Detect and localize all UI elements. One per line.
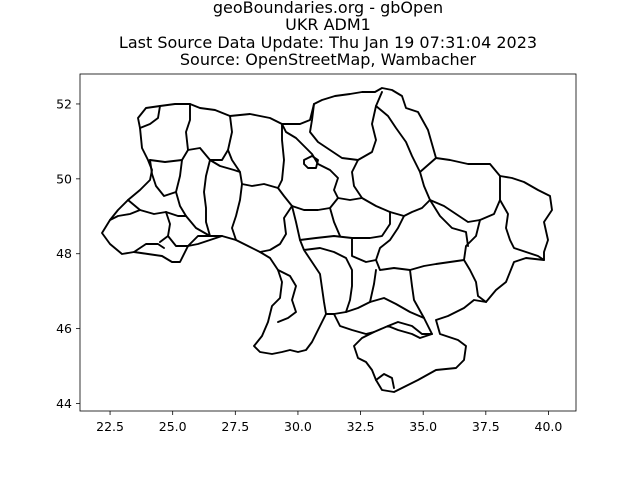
title-block: geoBoundaries.org - gbOpen UKR ADM1 Last… (119, 0, 537, 69)
x-tick-label: 22.5 (96, 419, 124, 434)
region-vinnytsia (231, 183, 293, 253)
title-line-source-site: geoBoundaries.org - gbOpen (213, 0, 443, 17)
title-line-data-source: Source: OpenStreetMap, Wambacher (180, 50, 477, 69)
region-chernivtsi (187, 235, 223, 247)
axes-frame (79, 73, 577, 412)
region-kyiv (277, 123, 339, 211)
region-lviv (127, 159, 177, 243)
y-tick-label: 48 (56, 246, 72, 261)
x-tick-label: 32.5 (347, 419, 375, 434)
x-tick-label: 27.5 (221, 419, 249, 434)
region-rivne (187, 115, 233, 161)
region-kharkiv (429, 175, 501, 223)
region-zhytomyr (227, 123, 285, 189)
region-sumy (375, 105, 437, 173)
region-kirovohrad (291, 205, 391, 263)
region-zakarpattia (109, 209, 165, 253)
region-crimea (387, 321, 433, 335)
region-ivano-frankivsk (165, 211, 189, 247)
x-tick-label: 30.0 (284, 419, 312, 434)
region-kherson (333, 269, 377, 335)
region-kyiv-city (303, 155, 319, 169)
region-dnipro (375, 199, 469, 271)
title-line-country-level: UKR ADM1 (285, 15, 371, 34)
title-line-update-date: Last Source Data Update: Thu Jan 19 07:3… (119, 33, 537, 52)
region-ternopil (175, 159, 211, 237)
region-poltava (351, 159, 431, 217)
region-mykolaiv (299, 239, 353, 315)
region-cherkasy (329, 197, 363, 237)
region-luhansk (499, 199, 545, 261)
region-donetsk (463, 219, 487, 303)
adm1-regions (101, 87, 553, 393)
y-axis: 44 46 48 50 52 (56, 96, 80, 411)
y-tick-label: 46 (56, 321, 72, 336)
x-tick-label: 37.5 (472, 419, 500, 434)
region-khmelnytskyi (203, 159, 241, 237)
region-sevastopol (375, 373, 395, 389)
y-tick-label: 44 (56, 396, 72, 411)
y-tick-label: 52 (56, 96, 72, 111)
region-volyn (139, 103, 191, 163)
region-odesa (277, 269, 297, 323)
region-chernihiv (309, 91, 383, 161)
x-tick-label: 35.0 (409, 419, 437, 434)
x-tick-label: 25.0 (159, 419, 187, 434)
region-zaporizhzhia (409, 269, 425, 319)
x-tick-label: 40.0 (535, 419, 563, 434)
y-tick-label: 50 (56, 171, 72, 186)
country-outline (101, 87, 553, 393)
x-axis: 22.5 25.0 27.5 30.0 32.5 35.0 37.5 40.0 (96, 411, 562, 434)
